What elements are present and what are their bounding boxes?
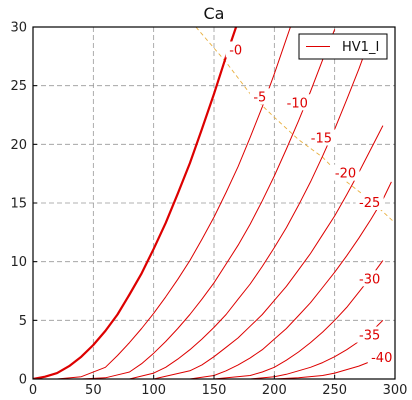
series-line-1 bbox=[33, 27, 291, 379]
x-axis: 0 50 100 150 200 250 300 bbox=[29, 375, 408, 398]
curve-label-bg bbox=[355, 194, 384, 210]
legend-label: HV1_I bbox=[342, 40, 379, 55]
series-line-6 bbox=[33, 260, 384, 379]
curve-label-bg bbox=[355, 270, 384, 287]
curve-label: -10 bbox=[287, 96, 308, 111]
envelope-layer bbox=[195, 27, 395, 224]
series-line-5 bbox=[33, 181, 392, 379]
legend: HV1_I bbox=[298, 33, 388, 60]
x-tick-label: 50 bbox=[85, 383, 102, 398]
y-tick-label: 0 bbox=[19, 373, 27, 388]
curves bbox=[33, 27, 392, 379]
curve-label: -0 bbox=[229, 43, 242, 58]
series-line-2 bbox=[33, 29, 336, 379]
curve-label-bg bbox=[225, 41, 246, 58]
y-axis: 0 5 10 15 20 25 30 bbox=[10, 21, 37, 388]
y-tick-label: 20 bbox=[10, 138, 27, 153]
grid bbox=[33, 27, 395, 379]
curve-label-bg bbox=[307, 129, 336, 146]
y-tick-label: 10 bbox=[10, 255, 27, 270]
curve-label-bg bbox=[331, 164, 360, 181]
curve-labels: -0 -5 -10 -15 -20-25 -30 -35 -40 bbox=[225, 41, 396, 366]
envelope-line bbox=[195, 27, 395, 224]
curve-label: -25 bbox=[359, 196, 380, 211]
y-tick-label: 25 bbox=[10, 79, 27, 94]
series-line-0 bbox=[33, 27, 238, 379]
curve-label: -20 bbox=[335, 167, 356, 182]
curve-label-bg bbox=[355, 326, 384, 343]
x-tick-label: 200 bbox=[262, 383, 287, 398]
curve-label: -15 bbox=[311, 131, 332, 146]
x-tick-label: 0 bbox=[29, 383, 37, 398]
series-line-7 bbox=[33, 319, 384, 379]
series-line-8 bbox=[33, 356, 384, 379]
chart-title: Ca bbox=[204, 4, 225, 23]
curve-label: -5 bbox=[253, 90, 266, 105]
series-line-4 bbox=[33, 125, 384, 379]
curve-label-bg bbox=[249, 88, 270, 105]
y-tick-label: 30 bbox=[10, 21, 27, 36]
y-tick-label: 15 bbox=[10, 197, 27, 212]
x-tick-label: 300 bbox=[383, 383, 408, 398]
curve-label-bg bbox=[367, 348, 396, 365]
x-tick-label: 100 bbox=[141, 383, 166, 398]
x-tick-label: 250 bbox=[322, 383, 347, 398]
curve-label: -35 bbox=[359, 329, 380, 344]
x-tick-label: 150 bbox=[202, 383, 227, 398]
curve-label-bg bbox=[283, 94, 312, 111]
series-line-3 bbox=[33, 52, 366, 379]
curve-label: -40 bbox=[371, 351, 392, 366]
y-tick-label: 5 bbox=[19, 314, 27, 329]
curve-label: -30 bbox=[359, 272, 380, 287]
